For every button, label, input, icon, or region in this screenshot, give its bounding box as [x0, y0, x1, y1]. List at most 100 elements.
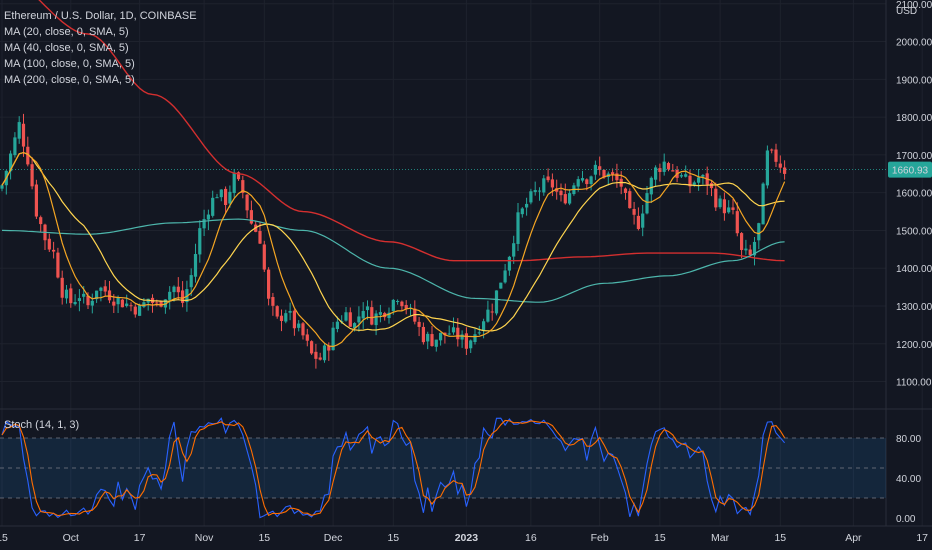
- candle: [318, 352, 322, 361]
- candle: [357, 306, 361, 332]
- candle-body: [297, 323, 301, 328]
- candle: [275, 305, 279, 319]
- candle: [490, 303, 494, 321]
- candle: [757, 222, 761, 250]
- candle: [451, 317, 456, 335]
- candle: [641, 204, 645, 237]
- candle: [421, 322, 425, 345]
- ma40-line: [1, 151, 785, 332]
- candle-body: [490, 311, 494, 313]
- candle: [344, 307, 348, 322]
- candle-body: [103, 286, 107, 292]
- candle-body: [662, 161, 666, 172]
- candle-body: [654, 167, 658, 180]
- candle-body: [224, 188, 228, 205]
- candle: [701, 173, 705, 185]
- candle: [17, 116, 21, 144]
- candle: [568, 189, 572, 206]
- candle: [593, 160, 597, 180]
- candle: [370, 300, 374, 326]
- candle-body: [60, 277, 64, 298]
- candle-body: [593, 164, 597, 175]
- candle-body: [671, 170, 675, 172]
- candle: [219, 189, 223, 202]
- candle-body: [47, 238, 51, 250]
- candle: [559, 183, 563, 202]
- ma200-legend: MA (200, close, 0, SMA, 5): [4, 74, 135, 86]
- candle: [623, 187, 628, 200]
- candle: [297, 320, 301, 332]
- candle-body: [456, 327, 460, 340]
- candle: [224, 186, 228, 213]
- candle-body: [783, 167, 787, 174]
- candle-body: [709, 183, 714, 189]
- candle: [563, 183, 567, 205]
- candle: [310, 340, 314, 355]
- candle: [206, 209, 210, 231]
- candle-body: [714, 188, 718, 208]
- candle-body: [615, 173, 619, 181]
- stoch-tick-label: 0.00: [896, 514, 916, 525]
- candle-body: [176, 286, 180, 293]
- candle-body: [73, 302, 77, 305]
- candle: [546, 168, 550, 183]
- candle: [215, 193, 219, 199]
- candle: [30, 157, 34, 190]
- candle: [469, 339, 473, 354]
- candle: [735, 202, 739, 237]
- candle-body: [752, 241, 757, 256]
- candle: [439, 332, 443, 346]
- ma40-legend: MA (40, close, 0, SMA, 5): [4, 42, 129, 54]
- candle: [198, 220, 202, 263]
- candle: [305, 328, 309, 347]
- candle: [125, 294, 129, 308]
- candle: [77, 289, 81, 312]
- candle-body: [69, 288, 73, 304]
- time-tick-label: 15: [774, 532, 786, 544]
- candle: [447, 325, 451, 336]
- price-tick-label: 1600.00: [896, 189, 932, 200]
- candle-body: [228, 191, 232, 204]
- candle: [181, 281, 185, 308]
- candle: [335, 316, 339, 333]
- candle-body: [159, 301, 163, 307]
- candle: [615, 163, 619, 188]
- candle: [378, 304, 382, 323]
- candle-body: [494, 290, 499, 314]
- candle-body: [400, 301, 404, 307]
- candle-body: [748, 249, 752, 256]
- candle-body: [129, 305, 133, 307]
- stoch-label: Stoch (14, 1, 3): [4, 419, 80, 431]
- candle-body: [82, 293, 86, 297]
- time-tick-label: 15: [387, 532, 399, 544]
- candle-body: [778, 163, 782, 168]
- candle: [107, 280, 112, 304]
- ma200-line: [38, 0, 785, 262]
- candle: [267, 267, 271, 306]
- candle-body: [443, 332, 447, 336]
- candle-body: [426, 333, 430, 342]
- candle-body: [271, 297, 275, 306]
- candle: [740, 232, 744, 259]
- candle-body: [735, 211, 739, 234]
- candle-body: [387, 312, 391, 319]
- candle: [666, 161, 671, 172]
- candle: [292, 309, 296, 336]
- candle-body: [17, 122, 21, 139]
- candle-body: [658, 168, 662, 172]
- candle-body: [740, 233, 744, 251]
- candle: [520, 207, 524, 218]
- time-tick-label: Apr: [845, 532, 862, 544]
- chart-legend: Ethereum / U.S. Dollar, 1D, COINBASE MA …: [4, 8, 197, 88]
- candle: [714, 182, 718, 212]
- candle-body: [344, 312, 348, 321]
- candle-body: [0, 185, 4, 189]
- candle-body: [546, 176, 550, 181]
- candle-body: [327, 346, 331, 351]
- candle-body: [86, 295, 90, 306]
- candle-body: [262, 244, 266, 270]
- candle-body: [503, 270, 507, 283]
- candle-body: [421, 326, 425, 343]
- candle-body: [77, 298, 81, 302]
